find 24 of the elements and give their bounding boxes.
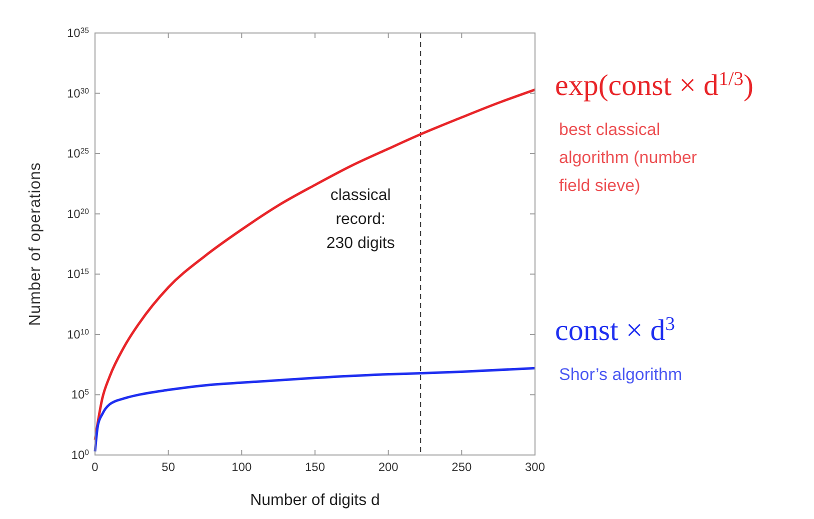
series-label: exp(const × d$^{1/3}$) — [555, 68, 754, 102]
y-tick-label: 10$^{35}$ — [66, 26, 90, 40]
y-tick-label: 10$^{15}$ — [66, 266, 90, 282]
series-label: const × d$^{3}$ — [555, 314, 675, 347]
y-tick-label: 10$^{5}$ — [71, 387, 90, 402]
y-axis-title: Number of operations — [27, 162, 44, 326]
x-tick-label: 300 — [524, 460, 546, 474]
x-axis-title: Number of digits d — [250, 492, 380, 509]
y-tick-label: 10$^{0}$ — [71, 448, 90, 462]
x-tick-label: 100 — [232, 460, 252, 474]
x-tick-label: 200 — [378, 460, 399, 474]
x-tick-label: 150 — [304, 460, 326, 474]
text: Shor’s algorithm — [559, 365, 682, 384]
text: best classical algorithm (number field sieve) — [559, 120, 698, 195]
y-tick-label: 10$^{25}$ — [66, 146, 90, 161]
x-tick-label: 50 — [162, 460, 176, 474]
y-tick-label: 10$^{10}$ — [66, 326, 90, 342]
x-tick-label: 250 — [452, 460, 472, 474]
annotation: classical record: 230 digits — [326, 187, 395, 252]
x-tick-label: 0 — [92, 460, 99, 474]
y-tick-label: 10$^{20}$ — [66, 206, 90, 221]
line-series — [94, 88, 536, 442]
y-tick-label: 10$^{30}$ — [66, 86, 90, 100]
line-series — [94, 366, 536, 453]
